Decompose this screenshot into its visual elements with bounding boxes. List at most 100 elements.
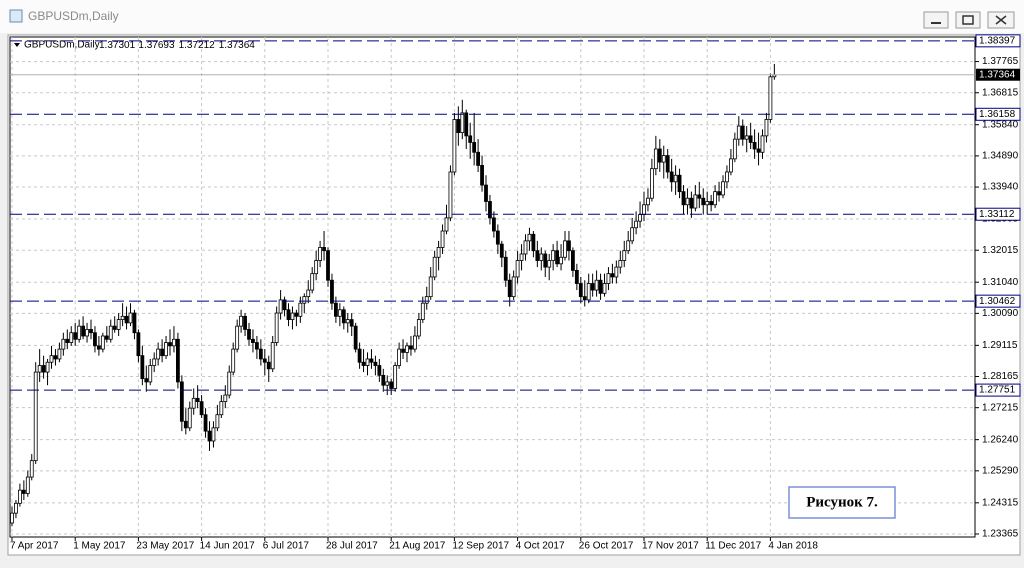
y-tick-label: 1.27215	[982, 402, 1019, 413]
candle-body	[69, 332, 74, 343]
candle-body	[318, 247, 323, 261]
candle-body	[81, 325, 85, 337]
level-label: 1.30462	[979, 296, 1016, 307]
candle-body	[756, 148, 761, 153]
candle-body	[183, 420, 188, 429]
window-title: GBPUSDm,Daily	[28, 9, 119, 23]
candle-body	[156, 348, 161, 360]
candle-body	[199, 401, 204, 416]
candle-body	[503, 256, 508, 281]
candle-body	[768, 76, 773, 120]
candle-body	[164, 342, 168, 357]
y-tick-label: 1.37765	[982, 56, 1019, 67]
candle-body	[235, 325, 240, 350]
candle-body	[567, 240, 571, 252]
y-tick-label: 1.28165	[982, 371, 1019, 382]
candle-body	[258, 348, 263, 360]
candle-body	[282, 299, 287, 311]
candle-body	[685, 197, 690, 206]
candle-body	[326, 250, 330, 281]
candle-body	[108, 325, 113, 340]
candle-body	[539, 253, 544, 261]
window-icon	[9, 9, 23, 23]
candle-body	[239, 315, 244, 327]
candle-body	[622, 250, 627, 261]
candle-body	[33, 371, 38, 462]
candle-body	[665, 155, 670, 173]
level-label: 1.36158	[979, 109, 1016, 120]
y-tick-label: 1.32015	[982, 245, 1019, 256]
candle-body	[29, 460, 34, 478]
candle-body	[144, 378, 149, 383]
candle-body	[428, 276, 433, 298]
candle-body	[187, 407, 192, 429]
candle-body	[341, 309, 346, 324]
candle-body	[247, 329, 251, 340]
candle-body	[527, 233, 532, 242]
candle-body	[748, 135, 753, 143]
candle-body	[697, 194, 702, 199]
candle-body	[306, 289, 311, 298]
level-label: 1.38397	[979, 35, 1016, 46]
candle-body	[764, 119, 769, 137]
candle-body	[298, 302, 303, 317]
candle-body	[397, 348, 402, 366]
candle-body	[661, 155, 666, 163]
candle-body	[626, 240, 631, 252]
candle-body	[369, 358, 374, 363]
candle-body	[361, 361, 366, 366]
candle-body	[290, 312, 295, 320]
candle-body	[140, 355, 145, 380]
candle-body	[420, 302, 425, 320]
candle-body	[53, 355, 58, 360]
candle-body	[547, 260, 552, 268]
candle-body	[480, 165, 484, 186]
candle-body	[488, 201, 492, 219]
y-tick-label: 1.29115	[982, 340, 1018, 351]
candle-body	[160, 348, 165, 357]
candle-body	[484, 184, 488, 202]
candle-body	[709, 201, 714, 206]
candle-body	[41, 365, 46, 373]
level-label-box	[975, 294, 1021, 308]
candle-body	[49, 355, 54, 363]
candle-body	[551, 250, 556, 261]
title-bar	[0, 0, 1024, 33]
candle-body	[618, 260, 623, 268]
candle-body	[657, 148, 662, 163]
candle-body	[148, 365, 153, 383]
candle-body	[705, 201, 710, 206]
candle-body	[602, 283, 607, 294]
candle-body	[262, 358, 267, 363]
collapse-arrow[interactable]	[14, 43, 20, 47]
candle-body	[294, 312, 299, 317]
candle-body	[531, 233, 536, 252]
candle-body	[586, 283, 591, 301]
candle-body	[251, 338, 255, 343]
candle-body	[175, 338, 180, 383]
candle-body	[563, 240, 567, 258]
candle-body	[472, 142, 477, 153]
candle-body	[207, 430, 212, 442]
candle-body	[638, 214, 642, 222]
restore-button[interactable]	[955, 11, 981, 29]
ohlc-value: 1.37212	[179, 40, 216, 51]
candle-body	[642, 204, 646, 216]
candle-body	[278, 299, 283, 314]
plot-border	[9, 36, 976, 538]
x-tick-label: 4 Oct 2017	[516, 541, 565, 552]
candle-body	[515, 260, 520, 278]
candle-body	[373, 361, 378, 366]
candle-body	[740, 125, 745, 140]
candle-body	[254, 342, 259, 350]
candle-body	[401, 348, 405, 353]
level-label-box	[975, 107, 1021, 121]
candle-body	[61, 338, 66, 350]
candle-body	[752, 142, 757, 150]
candle-body	[729, 158, 733, 173]
x-tick-label: 4 Jan 2018	[768, 541, 818, 552]
candle-body	[337, 309, 342, 317]
minimize-button[interactable]	[923, 11, 949, 29]
candle-body	[693, 194, 698, 209]
candle-body	[721, 181, 725, 196]
